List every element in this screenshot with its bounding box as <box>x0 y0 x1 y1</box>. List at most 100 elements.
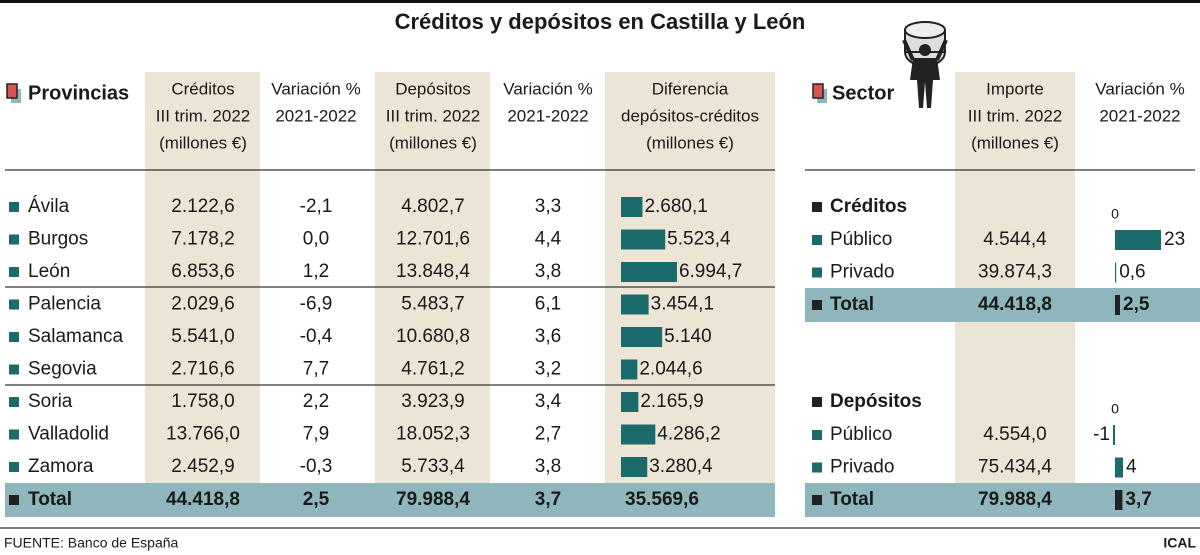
bar <box>621 294 649 315</box>
bar-label: 3.454,1 <box>651 294 714 315</box>
cell: 1,2 <box>303 261 329 282</box>
column-header: (millones €) <box>159 133 247 152</box>
bar-label: -1 <box>1093 424 1110 445</box>
cell: 2.029,6 <box>171 294 234 315</box>
bullet <box>9 495 19 505</box>
cell: 75.434,4 <box>978 457 1052 478</box>
row-label: Privado <box>830 262 894 283</box>
column-header: III trim. 2022 <box>968 106 1062 125</box>
cell: 3,2 <box>535 359 561 380</box>
group-heading: Créditos <box>830 196 907 217</box>
row-label: Público <box>830 229 892 250</box>
bar-label: 4 <box>1126 457 1137 478</box>
column-header: Variación % <box>503 79 592 98</box>
bar <box>1115 262 1117 283</box>
row-label: Soria <box>28 391 73 412</box>
cell: 3,7 <box>535 489 561 510</box>
column-bg <box>145 72 260 517</box>
title: Créditos y depósitos en Castilla y León <box>395 9 806 34</box>
row-label: León <box>28 261 70 282</box>
bar-label: 5.523,4 <box>667 229 731 250</box>
bullet <box>9 364 19 375</box>
bullet <box>812 300 822 310</box>
row-label: Total <box>830 294 874 315</box>
bar-label: 2.044,6 <box>639 359 702 380</box>
cell: 5.733,4 <box>401 456 465 477</box>
zero-label: 0 <box>1111 401 1119 417</box>
bullet <box>812 495 822 505</box>
cell: 7.178,2 <box>171 229 234 250</box>
bar-label: 3.280,4 <box>649 456 713 477</box>
group-heading: Depósitos <box>830 391 922 412</box>
bar <box>621 392 639 412</box>
bullet <box>9 429 19 440</box>
column-header: (millones €) <box>646 133 734 152</box>
bar <box>621 197 643 217</box>
cell: -6,9 <box>300 294 333 315</box>
cell: 3,3 <box>535 196 561 217</box>
row-label: Ávila <box>28 196 70 217</box>
bullet <box>812 462 822 473</box>
column-header: (millones €) <box>971 133 1059 152</box>
cell: 6.853,6 <box>171 261 234 282</box>
row-label: Privado <box>830 457 894 478</box>
column-header: 2021-2022 <box>1099 106 1180 125</box>
cell: 3,6 <box>535 326 561 347</box>
cell: 10.680,8 <box>396 326 470 347</box>
bullet <box>9 397 19 407</box>
bar <box>621 229 666 250</box>
cell: 4.544,4 <box>983 229 1047 250</box>
column-header: (millones €) <box>389 133 477 152</box>
cell: 2,5 <box>303 489 330 510</box>
bullet <box>9 234 19 245</box>
bullet <box>9 332 19 342</box>
bar <box>621 262 677 282</box>
column-bg <box>375 72 490 517</box>
cell: 1.758,0 <box>171 391 234 412</box>
bar-label: 6.994,7 <box>679 261 742 282</box>
column-header: III trim. 2022 <box>156 106 250 125</box>
cell: 2,7 <box>535 424 561 445</box>
column-header: 2021-2022 <box>275 106 356 125</box>
bar-label: 4.286,2 <box>657 424 720 445</box>
column-header: Variación % <box>271 79 360 98</box>
bar-label: 0,6 <box>1119 262 1145 283</box>
bar <box>621 457 648 477</box>
cell: 7,7 <box>303 359 329 380</box>
cell: 0,0 <box>303 229 329 250</box>
row-label: Total <box>830 489 874 510</box>
cell: 4.802,7 <box>401 196 464 217</box>
cell: 44.418,8 <box>166 489 240 510</box>
row-label: Público <box>830 424 892 445</box>
bar <box>1115 295 1120 315</box>
bar <box>1115 457 1123 478</box>
column-header: Variación % <box>1095 79 1184 98</box>
cell: 12.701,6 <box>396 229 470 250</box>
total-row-bg <box>5 483 775 517</box>
source: FUENTE: Banco de España <box>4 535 179 551</box>
brand: ICAL <box>1163 535 1196 551</box>
cell: -0,3 <box>300 456 333 477</box>
cell: 13.766,0 <box>166 424 240 445</box>
total-row-bg <box>805 288 1200 322</box>
bar-label: 23 <box>1164 229 1185 250</box>
bar <box>621 327 663 347</box>
total-row-bg <box>805 483 1200 517</box>
bar <box>1115 230 1161 250</box>
cell: 2.452,9 <box>171 456 234 477</box>
bar <box>1115 490 1123 510</box>
cell: 5.483,7 <box>401 294 464 315</box>
cell: -2,1 <box>300 196 333 217</box>
bullet <box>812 202 822 212</box>
row-label: Zamora <box>28 456 94 477</box>
cell: 79.988,4 <box>396 489 470 510</box>
column-header: Importe <box>986 79 1044 98</box>
section-heading: Sector <box>832 82 894 104</box>
row-label: Burgos <box>28 229 88 250</box>
cell: 44.418,8 <box>978 294 1052 315</box>
section-heading: Provincias <box>28 82 129 104</box>
column-header: Diferencia <box>652 79 729 98</box>
bar <box>1113 425 1115 445</box>
cell: 3.923,9 <box>401 391 464 412</box>
